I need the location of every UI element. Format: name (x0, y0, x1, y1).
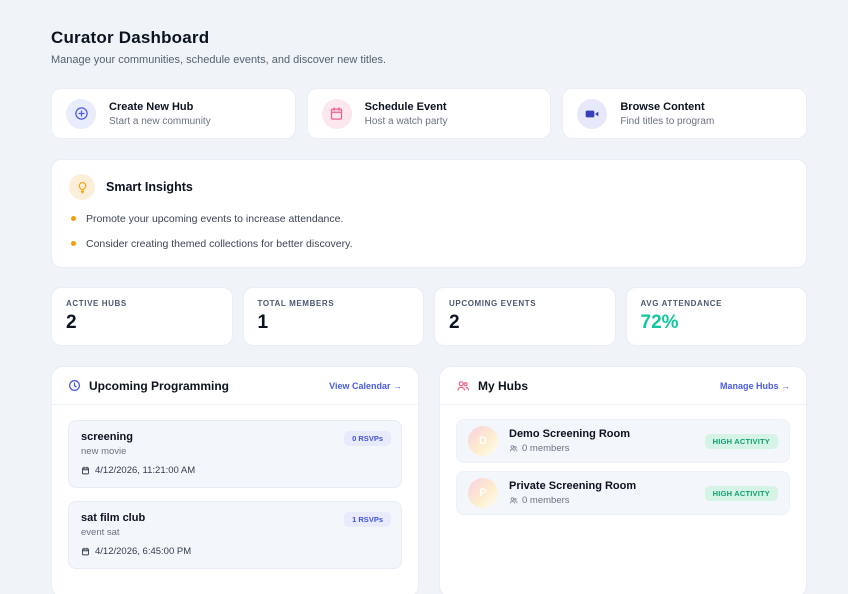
high-activity-badge: HIGH ACTIVITY (704, 485, 778, 501)
hub-name: Private Screening Room (509, 480, 637, 492)
insight-item: Consider creating themed collections for… (69, 238, 789, 250)
stat-value: 1 (257, 312, 269, 333)
event-subtitle: event sat (81, 527, 120, 538)
panel-title: Upcoming Programming (89, 378, 230, 393)
stat-label: UPCOMING EVENTS (449, 299, 537, 308)
calendar-small-icon (82, 466, 89, 475)
event-card[interactable]: screening new movie 4/12/2026, 11:21:00 … (68, 420, 402, 488)
hub-member-count: 0 members (522, 443, 570, 454)
bullet-dot-icon (71, 241, 76, 246)
event-subtitle: new movie (81, 446, 127, 457)
stat-card-total-members: TOTAL MEMBERS 1 (242, 287, 424, 346)
plus-circle-icon (66, 98, 96, 129)
create-new-hub-button[interactable]: Create New Hub Start a new community (51, 88, 296, 139)
event-card[interactable]: sat film club event sat 4/12/2026, 6:45:… (68, 501, 402, 569)
action-subtitle: Start a new community (109, 115, 211, 127)
stat-value: 72% (640, 312, 679, 333)
bullet-dot-icon (71, 216, 76, 221)
insight-text: Consider creating themed collections for… (86, 238, 353, 250)
event-datetime: 4/12/2026, 6:45:00 PM (95, 546, 192, 557)
video-camera-icon (577, 98, 608, 129)
high-activity-badge: HIGH ACTIVITY (704, 433, 778, 449)
view-calendar-link[interactable]: View Calendar → (329, 380, 402, 391)
stat-label: ACTIVE HUBS (66, 299, 127, 308)
lightbulb-icon (69, 174, 95, 200)
schedule-event-button[interactable]: Schedule Event Host a watch party (306, 88, 552, 139)
members-icon (509, 497, 518, 504)
stat-label: AVG ATTENDANCE (640, 299, 723, 308)
panel-title: My Hubs (478, 378, 529, 393)
smart-insights-panel: Smart Insights Promote your upcoming eve… (51, 159, 807, 268)
stat-label: TOTAL MEMBERS (257, 299, 335, 308)
hub-card[interactable]: D Demo Screening Room 0 members HIGH ACT… (456, 419, 790, 463)
rsvp-badge: 1 RSVPs (344, 512, 391, 527)
action-title: Browse Content (620, 100, 705, 113)
hub-card[interactable]: P Private Screening Room 0 members HIGH … (456, 471, 790, 515)
insight-item: Promote your upcoming events to increase… (69, 213, 789, 225)
action-subtitle: Host a watch party (364, 115, 448, 127)
stat-card-upcoming-events: UPCOMING EVENTS 2 (434, 287, 616, 346)
stat-value: 2 (449, 312, 460, 333)
action-title: Schedule Event (364, 100, 447, 113)
page-subtitle: Manage your communities, schedule events… (51, 54, 387, 66)
manage-hubs-link[interactable]: Manage Hubs → (719, 380, 790, 391)
page-title: Curator Dashboard (51, 28, 210, 47)
event-datetime: 4/12/2026, 11:21:00 AM (95, 465, 196, 476)
calendar-icon (321, 98, 352, 129)
event-title: sat film club (81, 512, 146, 524)
event-title: screening (81, 431, 133, 443)
members-icon (509, 445, 518, 452)
action-subtitle: Find titles to program (620, 115, 715, 127)
action-title: Create New Hub (109, 100, 194, 113)
quick-actions-row: Create New Hub Start a new community Sch… (51, 88, 808, 139)
upcoming-programming-panel: Upcoming Programming View Calendar → scr… (51, 366, 419, 594)
clock-icon (68, 379, 81, 392)
my-hubs-panel: My Hubs Manage Hubs → D Demo Screening R… (439, 366, 807, 594)
browse-content-button[interactable]: Browse Content Find titles to program (562, 88, 808, 139)
insight-text: Promote your upcoming events to increase… (86, 213, 344, 225)
stat-value: 2 (66, 312, 77, 333)
hub-member-count: 0 members (522, 495, 570, 506)
hub-avatar: D (468, 426, 498, 456)
hub-avatar: P (468, 478, 498, 508)
users-icon (456, 379, 470, 393)
calendar-small-icon (82, 547, 89, 556)
rsvp-badge: 0 RSVPs (344, 431, 391, 446)
insights-title: Smart Insights (106, 180, 193, 194)
hub-name: Demo Screening Room (509, 428, 631, 440)
stats-row: ACTIVE HUBS 2 TOTAL MEMBERS 1 UPCOMING E… (51, 287, 807, 346)
stat-card-active-hubs: ACTIVE HUBS 2 (51, 287, 233, 346)
stat-card-avg-attendance: AVG ATTENDANCE 72% (625, 287, 807, 346)
